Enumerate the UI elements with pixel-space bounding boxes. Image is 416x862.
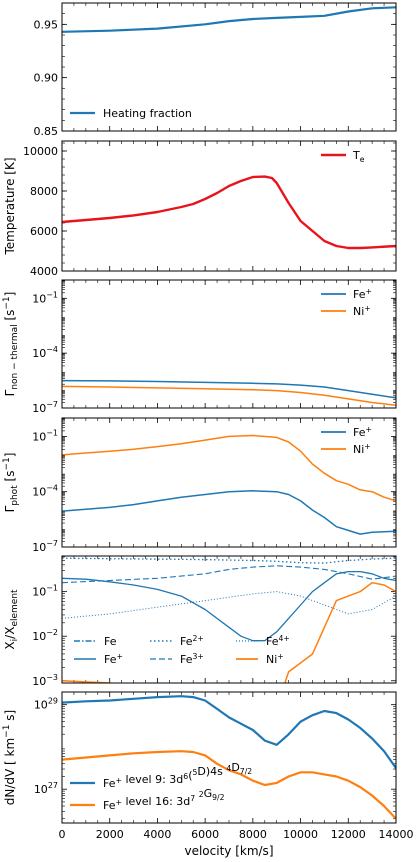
legend-label: Fe4+ — [266, 634, 290, 648]
series-line-4 — [62, 591, 396, 619]
series-line-1 — [62, 434, 396, 502]
y-tick-label: 10−4 — [32, 484, 58, 499]
legend-label: Heating fraction — [103, 107, 192, 120]
y-tick-label: 1029 — [34, 697, 58, 712]
legend: Fe+ Ni+ — [321, 425, 372, 456]
panel-heating: 0.85 0.90 0.95 Heating fraction — [34, 2, 397, 138]
y-axis-label: dN/dV [ km−1 s] — [2, 710, 17, 805]
x-tick-label: 4000 — [143, 828, 171, 841]
legend-label: Ni+ — [353, 304, 371, 318]
y-axis-label: Γnon − thermal [s−1] — [2, 292, 20, 397]
legend-label: Fe — [104, 635, 117, 648]
y-tick-label: 10−1 — [32, 290, 58, 305]
series-line-1 — [62, 750, 396, 820]
y-tick-label: 10−4 — [32, 345, 58, 360]
legend-label: Te — [352, 149, 365, 164]
y-tick-label: 10000 — [23, 145, 58, 158]
panel-ionfrac: 10−1 10−2 10−3 Xi/Xelement Fe Fe+ Fe2+ Fe3+ Fe4+… — [3, 555, 397, 688]
x-tick-label: 12000 — [331, 828, 366, 841]
y-tick-label: 10−1 — [32, 428, 58, 443]
y-tick-label: 1027 — [34, 781, 58, 796]
legend-label: Fe+ — [104, 652, 123, 666]
y-tick-label: 10−2 — [32, 628, 58, 643]
plot-frame — [61, 555, 397, 684]
legend: Te — [321, 149, 365, 164]
legend-label: Fe+ level 9: 3d6(5D)4s 4D7/2 — [103, 761, 252, 790]
legend-label: Ni+ — [353, 442, 371, 456]
panel-temperature: 4000 6000 8000 10000 Temperature [K] Te — [3, 140, 397, 278]
series-line-0 — [62, 695, 396, 769]
x-tick-label: 8000 — [239, 828, 267, 841]
plot-frame — [61, 2, 397, 132]
series-line-1 — [62, 570, 396, 642]
plot-frame — [61, 279, 397, 409]
panel-dndv: 1029 1027 dN/dV [ km−1 s] Fe+ level 9: 3d6(… — [2, 691, 414, 841]
panel-gamma_nt: 10−1 10−4 10−7 Γnon − thermal [s−1] Fe+ Ni+ — [2, 279, 397, 415]
legend: Fe+ level 9: 3d6(5D)4s 4D7/2Fe+ level 16… — [70, 761, 252, 812]
y-axis-label: Γphot [s−1] — [2, 453, 20, 513]
y-tick-label: 10−3 — [32, 673, 58, 688]
legend: Fe+ Ni+ — [321, 287, 372, 318]
x-tick-label: 6000 — [191, 828, 219, 841]
legend-label: Fe+ — [353, 287, 372, 301]
y-tick-label: 0.95 — [34, 18, 59, 31]
panel-gamma_phot: 10−1 10−4 10−7 Γphot [s−1] Fe+ Ni+ — [2, 417, 397, 554]
y-tick-label: 0.90 — [34, 72, 59, 85]
y-tick-label: 6000 — [30, 225, 58, 238]
series-line-1 — [62, 385, 396, 407]
y-tick-label: 0.85 — [34, 125, 59, 138]
plot-frame — [61, 417, 397, 548]
y-tick-label: 4000 — [30, 265, 58, 278]
legend-label: Fe2+ — [180, 634, 204, 648]
x-tick-label: 14000 — [379, 828, 414, 841]
legend: Fe Fe+ Fe2+ Fe3+ Fe4+ Ni+ — [74, 634, 290, 666]
panels-layer: 0.85 0.90 0.95 Heating fraction 4000 6000 8000… — [2, 2, 414, 841]
y-tick-label: 10−7 — [32, 539, 58, 554]
legend-label: Fe+ level 16: 3d7 2G9/2 — [103, 787, 225, 812]
x-tick-label: 0 — [59, 828, 66, 841]
y-tick-label: 8000 — [30, 185, 58, 198]
series-line-5 — [62, 581, 396, 683]
legend-label: Fe3+ — [180, 652, 204, 666]
y-tick-label: 10−7 — [32, 400, 58, 415]
series-line-0 — [62, 6, 396, 33]
x-tick-label: 10000 — [283, 828, 318, 841]
series-line-3 — [62, 565, 396, 584]
series-line-0 — [62, 490, 396, 535]
legend-label: Fe+ — [353, 425, 372, 439]
legend-label: Ni+ — [266, 652, 284, 666]
y-axis-label: Xi/Xelement — [3, 589, 20, 650]
plot-frame — [61, 140, 397, 272]
y-axis-label: Temperature [K] — [3, 157, 17, 255]
series-line-0 — [62, 175, 396, 250]
legend: Heating fraction — [70, 107, 192, 120]
y-tick-label: 10−1 — [32, 584, 58, 599]
x-axis-label: velocity [km/s] — [184, 844, 273, 858]
plot-frame — [61, 691, 397, 824]
x-tick-label: 2000 — [96, 828, 124, 841]
series-line-0 — [62, 379, 396, 399]
